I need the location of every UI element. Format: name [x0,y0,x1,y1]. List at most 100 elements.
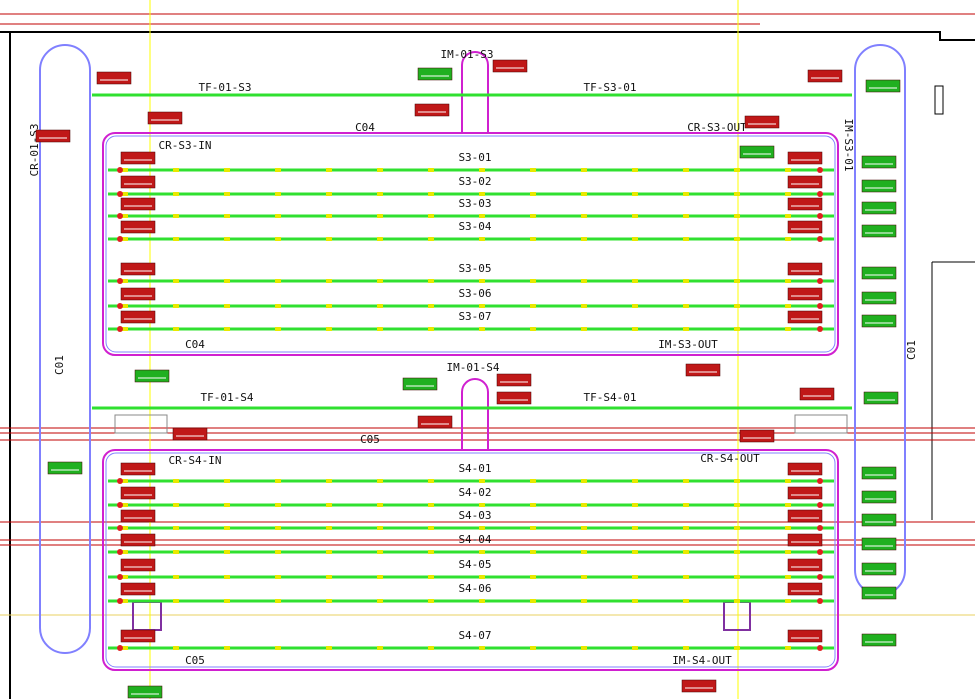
device-tag [863,391,899,405]
device-tag [96,71,132,85]
lane-marker [734,279,740,283]
lane-marker [377,327,383,331]
lane-marker [173,646,179,650]
lane-marker [683,646,689,650]
lane-marker [632,214,638,218]
device-tag [787,509,823,523]
lane-marker [785,168,791,172]
lane-marker [785,526,791,530]
lane-marker [173,237,179,241]
lane-marker [275,279,281,283]
device-tag [402,377,438,391]
lane-end [817,645,823,651]
device-tag [120,151,156,165]
device-tag [861,466,897,480]
lane-marker [428,237,434,241]
lane-marker [275,168,281,172]
lane-marker [785,503,791,507]
lane-marker [326,304,332,308]
lane-marker [377,237,383,241]
lane-marker [683,279,689,283]
lane-end [117,236,123,242]
lane-label: S3-03 [458,197,491,210]
lane-marker [734,599,740,603]
label: CR-S4-OUT [700,452,760,465]
lane-end [117,278,123,284]
label: IM-01-S3 [441,48,494,61]
device-tag [787,582,823,596]
lane-marker [581,168,587,172]
lane-marker [377,526,383,530]
lane-marker [785,304,791,308]
lane-marker [734,526,740,530]
lane-marker [122,503,128,507]
lane-marker [275,575,281,579]
device-tag [120,533,156,547]
lane-marker [428,550,434,554]
lane-marker [326,550,332,554]
device-tag [120,509,156,523]
lane-marker [632,599,638,603]
lane-marker [530,479,536,483]
lane-marker [377,503,383,507]
lane-end [817,525,823,531]
lane-marker [428,279,434,283]
lane-label: S4-03 [458,509,491,522]
lane-marker [785,192,791,196]
lane-marker [173,575,179,579]
lane-end [117,478,123,484]
device-tag [861,266,897,280]
lane-marker [479,214,485,218]
lane-marker [224,526,230,530]
lane-label: S4-02 [458,486,491,499]
lane-marker [632,575,638,579]
lane-marker [530,304,536,308]
device-tag [120,558,156,572]
lane-marker [734,168,740,172]
lane-end [117,502,123,508]
lane-marker [122,646,128,650]
lane-marker [122,526,128,530]
device-tag [120,262,156,276]
lane-marker [275,304,281,308]
lane-marker [224,237,230,241]
device-tag [787,558,823,572]
lane-marker [326,526,332,530]
lane-marker [479,479,485,483]
lane-marker [530,192,536,196]
device-tag [861,633,897,647]
lane-end [817,574,823,580]
labels: IM-01-S3 TF-01-S3 TF-S3-01 C04 CR-S3-OUT… [28,48,918,667]
device-tag [681,679,717,693]
lane-label: S4-05 [458,558,491,571]
device-tag [861,490,897,504]
device-tag [861,291,897,305]
lane-marker [581,575,587,579]
lane-marker [173,479,179,483]
lane-label: S3-01 [458,151,491,164]
lane-marker [632,646,638,650]
label: CR-S3-IN [159,139,212,152]
lane-marker [530,646,536,650]
lane-marker [428,575,434,579]
lane-marker [122,479,128,483]
lane-marker [530,575,536,579]
device-tag [861,537,897,551]
device-tag [861,562,897,576]
label: C04 [185,338,205,351]
lane-marker [326,279,332,283]
lane-marker [683,237,689,241]
lane-marker [377,304,383,308]
lane-marker [479,304,485,308]
lane-marker [428,168,434,172]
lane-marker [275,550,281,554]
lane-marker [377,168,383,172]
device-tag [861,314,897,328]
lane-marker [173,599,179,603]
lane-label: S4-01 [458,462,491,475]
lane-marker [632,550,638,554]
lane-marker [428,214,434,218]
lane-marker [530,279,536,283]
lane-label: S3-04 [458,220,491,233]
